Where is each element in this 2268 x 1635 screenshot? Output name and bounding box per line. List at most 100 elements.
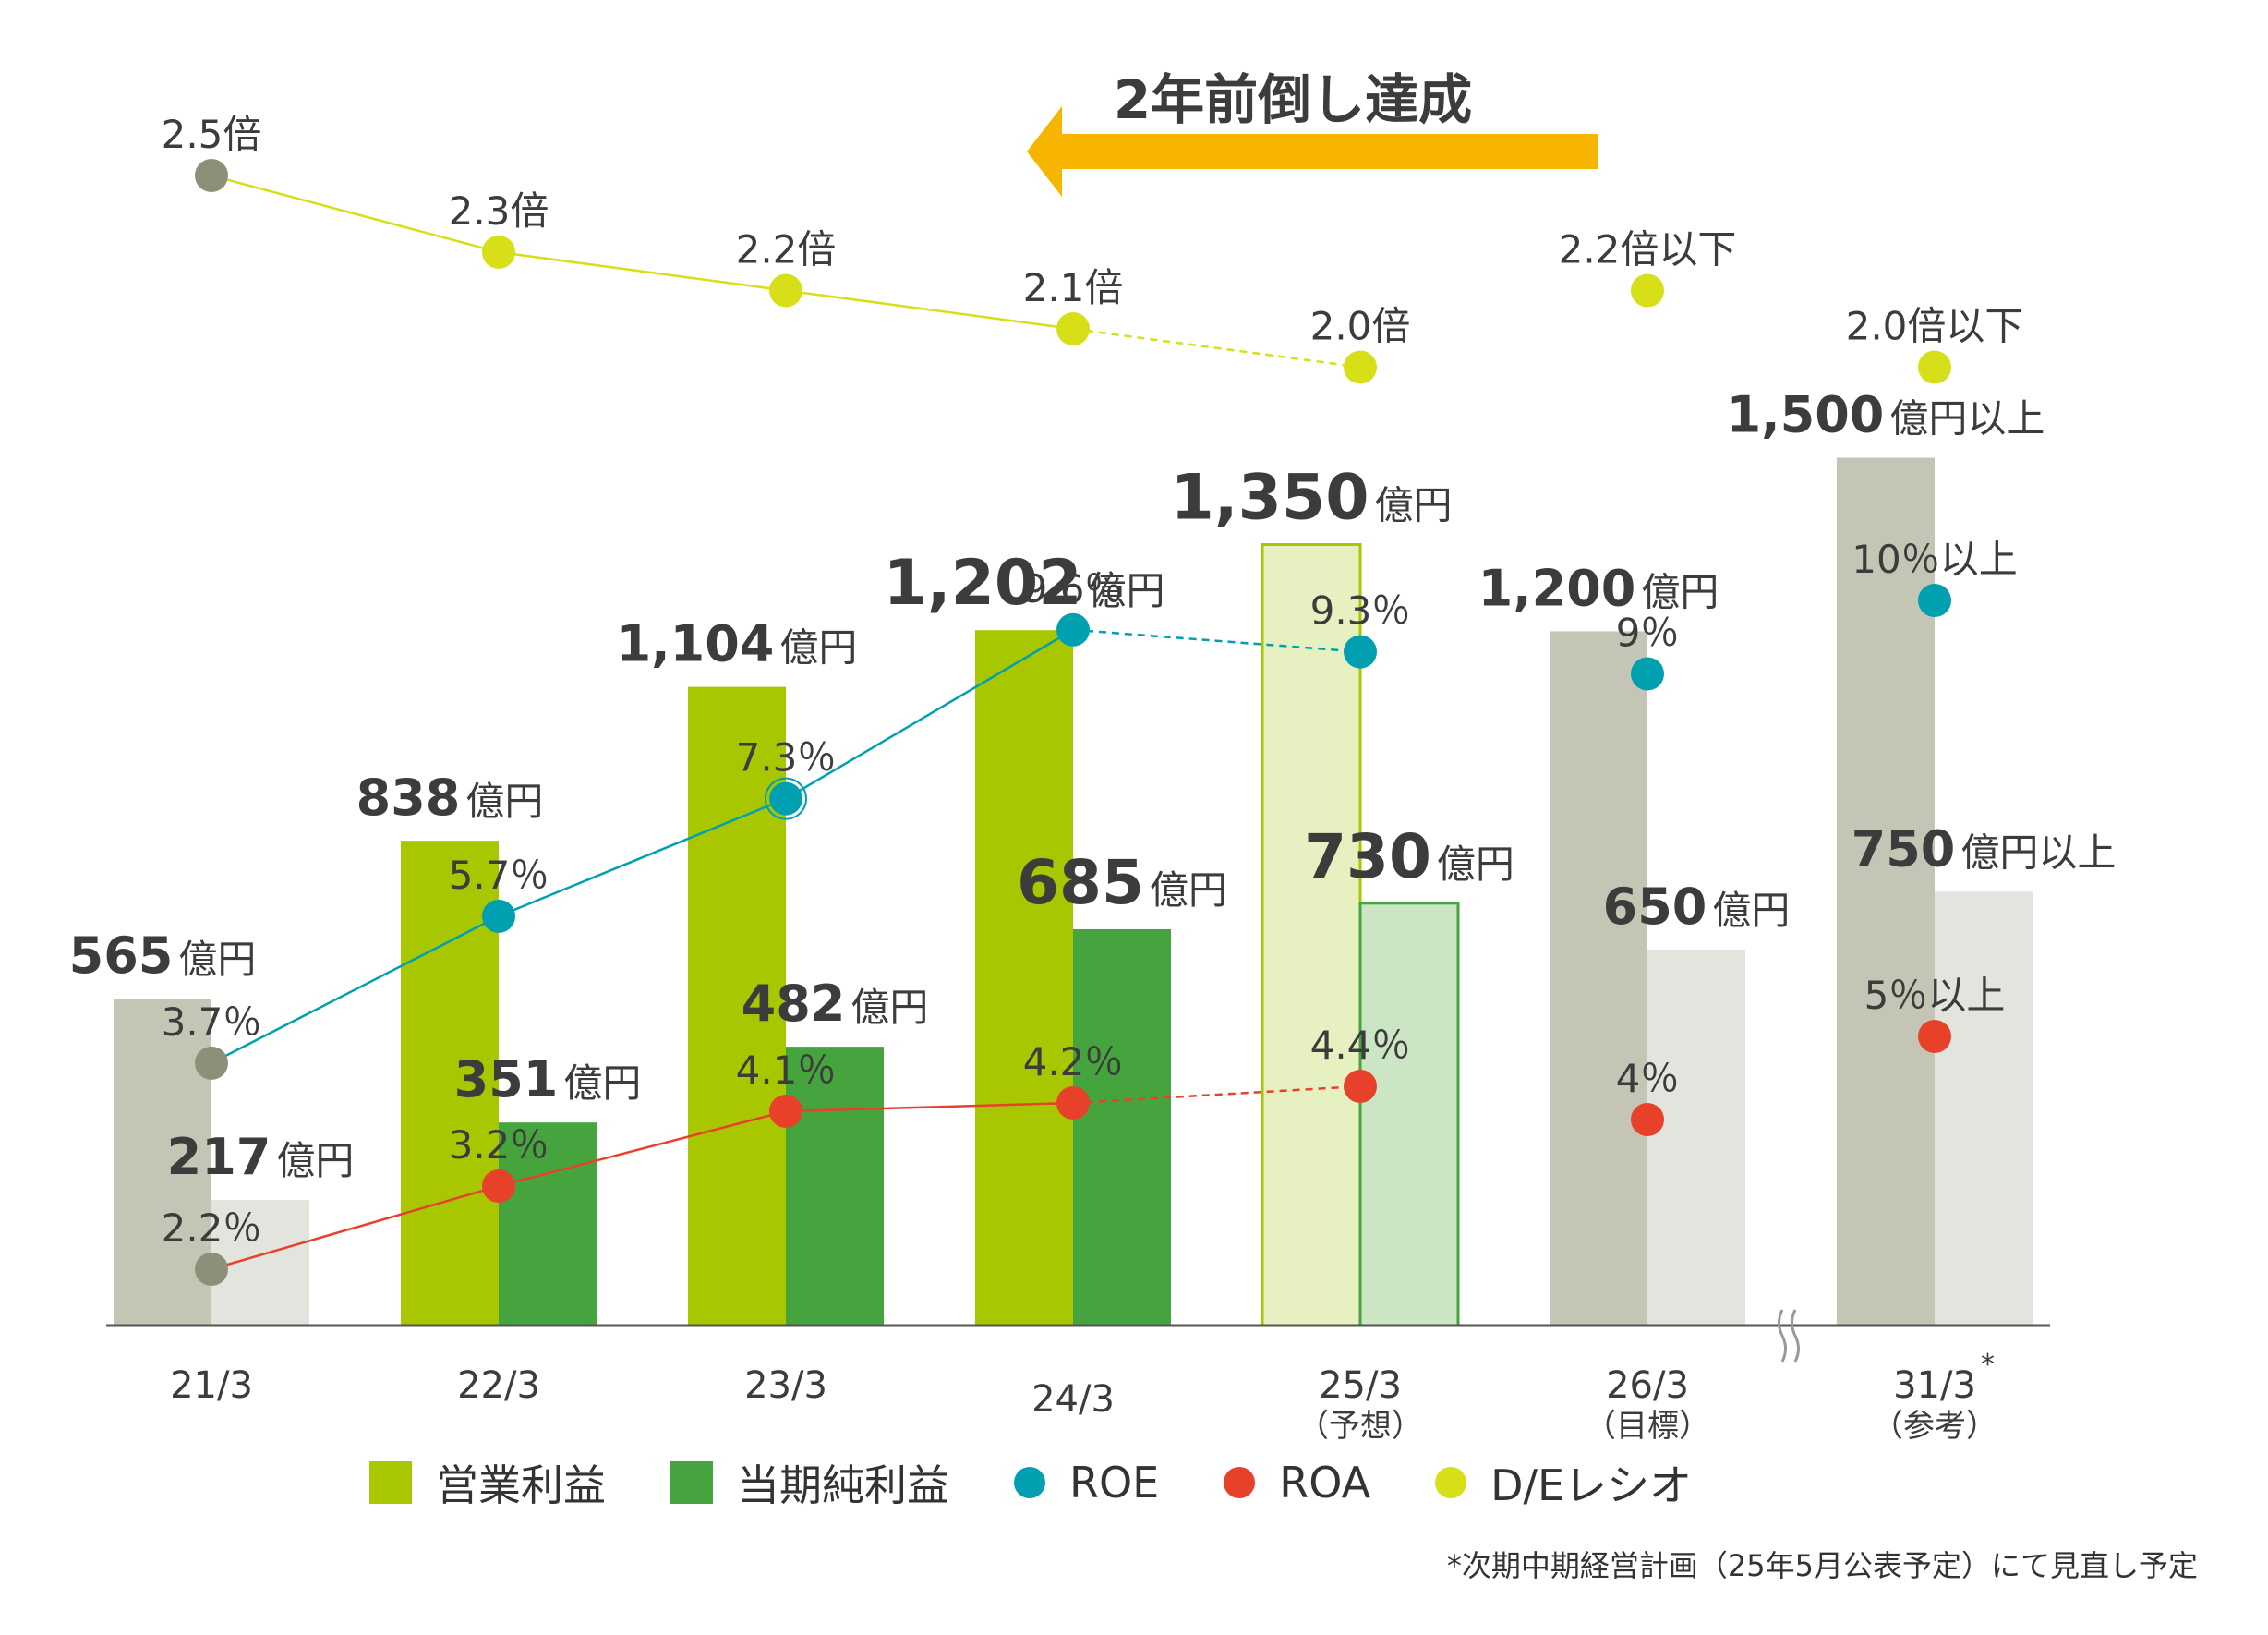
marker-ROE-23/3	[769, 781, 802, 816]
bar-label-当期純利益-26/3: 650 億円	[1603, 878, 1791, 936]
label-D/Eレシオ: 2.0倍	[1310, 304, 1411, 349]
bar-unit: 億円	[563, 1060, 641, 1106]
label-D/Eレシオ: 2.2倍以下	[1559, 227, 1737, 272]
label-D/Eレシオ: 2.1倍	[1023, 265, 1124, 310]
bar-value: 650	[1603, 878, 1707, 936]
bar-label-営業利益-25/3: 1,350 億円	[1170, 461, 1452, 534]
footnote: *次期中期経営計画（25年5月公表予定）にて見直し予定	[1446, 1548, 2198, 1583]
bar-value: 1,500	[1727, 386, 1885, 444]
bar-operating-profit-23/3	[688, 686, 786, 1326]
marker-ROE-25/3	[1344, 635, 1377, 669]
legend-item-de-ratio: D/Eレシオ	[1435, 1452, 1692, 1513]
marker-ROE-26/3	[1631, 657, 1664, 691]
label-ROA: 5％以上	[1864, 973, 2006, 1018]
bar-value: 730	[1304, 821, 1431, 892]
marker-ROA-25/3	[1344, 1070, 1377, 1103]
bar-label-営業利益-23/3: 1,104 億円	[617, 615, 858, 673]
bar-value: 750	[1852, 819, 1956, 878]
legend-label-roe: ROE	[1069, 1458, 1160, 1508]
bar-operating-profit-22/3	[401, 841, 499, 1326]
marker-D/Eレシオ-21/3	[195, 159, 228, 192]
marker-ROA-22/3	[482, 1169, 515, 1203]
label-ROA: 4％	[1616, 1056, 1680, 1101]
x-tick-label: 22/3	[457, 1364, 540, 1407]
line-D/Eレシオ	[211, 174, 1074, 331]
label-ROA: 3.2％	[449, 1122, 549, 1168]
label-ROE: 3.7％	[162, 999, 262, 1045]
axis-break-mark	[1778, 1309, 1787, 1362]
x-tick-label: 24/3	[1031, 1378, 1115, 1421]
bar-operating-profit-31/3	[1837, 457, 1935, 1326]
x-tick-label: 23/3	[744, 1364, 827, 1407]
legend-item-operating-profit: 営業利益	[369, 1452, 606, 1513]
label-D/Eレシオ: 2.0倍以下	[1846, 304, 2024, 349]
bar-unit: 億円以上	[1889, 396, 2045, 442]
line-dashed-D/Eレシオ	[1072, 327, 1361, 369]
bar-label-当期純利益-31/3: 750 億円以上	[1852, 819, 2117, 878]
bar-value: 482	[742, 975, 846, 1033]
legend-dot-roe	[1014, 1467, 1045, 1498]
bar-unit: 億円	[1150, 867, 1227, 913]
bar-label-営業利益-21/3: 565 億円	[69, 926, 257, 985]
legend-swatch-net-profit	[670, 1461, 713, 1504]
x-tick-note: （予想）	[1297, 1408, 1423, 1445]
legend-swatch-operating-profit	[369, 1461, 412, 1504]
bar-operating-profit-25/3	[1261, 542, 1362, 1327]
label-ROA: 2.2％	[162, 1205, 262, 1251]
bar-value: 685	[1017, 847, 1144, 918]
marker-ROE-21/3	[195, 1046, 228, 1080]
label-ROE: 9.3％	[1310, 588, 1411, 634]
legend: 営業利益 当期純利益 ROE ROA D/Eレシオ	[369, 1452, 1756, 1513]
line-dashed-ROA	[1072, 1084, 1361, 1105]
bar-value: 838	[356, 769, 461, 827]
bar-unit: 億円	[1088, 568, 1165, 613]
bar-label-営業利益-26/3: 1,200 億円	[1478, 559, 1719, 617]
marker-ring-ROE	[765, 777, 807, 820]
x-tick-label: 31/3	[1893, 1364, 1976, 1407]
bar-net-profit-25/3	[1358, 902, 1460, 1327]
bar-unit: 億円	[1641, 569, 1719, 614]
bar-net-profit-26/3	[1647, 949, 1745, 1326]
legend-item-roe: ROE	[1014, 1458, 1159, 1508]
asterisk-mark: *	[1981, 1349, 1995, 1381]
legend-label-de-ratio: D/Eレシオ	[1490, 1460, 1693, 1510]
marker-D/Eレシオ-22/3	[482, 236, 515, 269]
bar-value: 217	[167, 1128, 271, 1186]
bar-label-当期純利益-21/3: 217 億円	[167, 1128, 355, 1186]
line-dashed-ROE	[1072, 628, 1361, 653]
bar-unit: 億円	[1437, 842, 1514, 887]
bar-unit: 億円	[850, 985, 928, 1030]
bar-unit: 億円以上	[1960, 830, 2116, 875]
left-arrow-icon	[1027, 106, 1598, 197]
marker-D/Eレシオ-31/3	[1918, 350, 1951, 384]
x-tick-label: 25/3	[1319, 1364, 1402, 1407]
marker-ROE-24/3	[1056, 612, 1090, 647]
label-D/Eレシオ: 2.2倍	[736, 227, 837, 272]
x-axis: 21/3 22/3 23/3 24/3 25/3（予想） 26/3（目標） 31/3 * （参考…	[106, 1309, 2050, 1445]
label-ROE: 10％以上	[1852, 537, 2017, 582]
bar-label-営業利益-24/3: 1,202 億円	[883, 547, 1164, 620]
marker-ROE-31/3	[1918, 584, 1951, 617]
x-tick-note: （目標）	[1585, 1408, 1710, 1445]
marker-ROA-26/3	[1631, 1103, 1664, 1136]
bar-unit: 億円	[276, 1138, 354, 1183]
label-ROE: 7.3％	[736, 735, 837, 781]
bar-unit: 億円	[465, 779, 543, 824]
label-D/Eレシオ: 2.3倍	[449, 188, 549, 234]
marker-D/Eレシオ-24/3	[1056, 312, 1090, 345]
legend-label-net-profit: 当期純利益	[737, 1460, 949, 1510]
axis-break-mark	[1791, 1309, 1800, 1362]
bar-value: 1,350	[1170, 461, 1369, 534]
marker-ROA-21/3	[195, 1253, 228, 1286]
bar-unit: 億円	[1712, 888, 1790, 933]
bar-label-当期純利益-25/3: 730 億円	[1304, 821, 1514, 892]
label-ROA: 4.4％	[1310, 1023, 1411, 1068]
bar-net-profit-24/3	[1073, 928, 1171, 1326]
bar-net-profit-22/3	[499, 1122, 597, 1326]
bar-unit: 億円	[178, 937, 256, 982]
bar-operating-profit-26/3	[1550, 631, 1647, 1326]
bar-operating-profit-24/3	[975, 630, 1073, 1326]
legend-item-roa: ROA	[1224, 1458, 1370, 1508]
legend-label-roa: ROA	[1279, 1458, 1371, 1508]
bar-label-営業利益-22/3: 838 億円	[356, 769, 544, 827]
